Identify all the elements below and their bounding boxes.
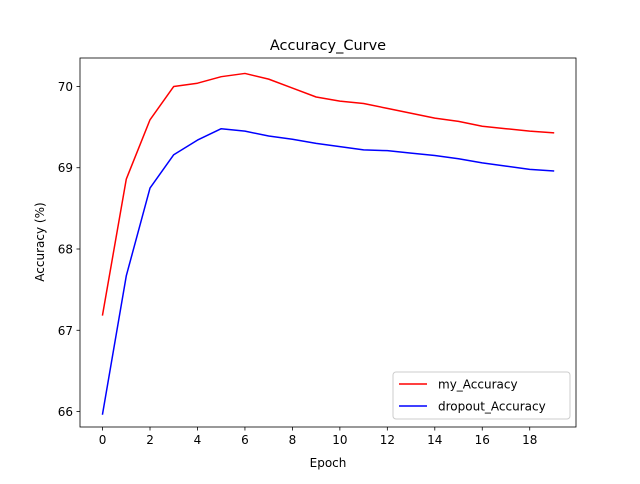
axes-frame: [79, 57, 577, 428]
x-tick-label: 10: [332, 433, 347, 447]
x-axis-label: Epoch: [310, 456, 347, 470]
x-tick-label: 12: [380, 433, 395, 447]
series-line-1: [101, 127, 555, 415]
x-tick-label: 4: [194, 433, 202, 447]
series-line-0: [101, 72, 555, 316]
x-tick-label: 16: [475, 433, 490, 447]
y-tick-label: 66: [58, 405, 73, 419]
legend-box: [392, 371, 571, 420]
x-tick-label: 8: [289, 433, 297, 447]
x-tick-label: 0: [99, 433, 107, 447]
legend-label-1: dropout_Accuracy: [438, 400, 546, 414]
chart-title: Accuracy_Curve: [270, 38, 386, 54]
x-tick-label: 14: [427, 433, 442, 447]
x-tick-label: 2: [146, 433, 154, 447]
x-tick-label: 6: [241, 433, 249, 447]
y-axis-label: Accuracy (%): [33, 202, 47, 281]
y-tick-label: 67: [58, 324, 73, 338]
y-tick-label: 70: [58, 80, 73, 94]
legend-label-0: my_Accuracy: [438, 378, 518, 392]
plot-area: 0 2 4 6 8 10 12 14 16 186667686970my_Accuracydrop…: [58, 57, 577, 447]
y-tick-label: 69: [58, 161, 73, 175]
y-tick-label: 68: [58, 243, 73, 257]
legend: my_Accuracy dropout_Accuracy: [392, 371, 571, 420]
x-tick-label: 18: [522, 433, 537, 447]
